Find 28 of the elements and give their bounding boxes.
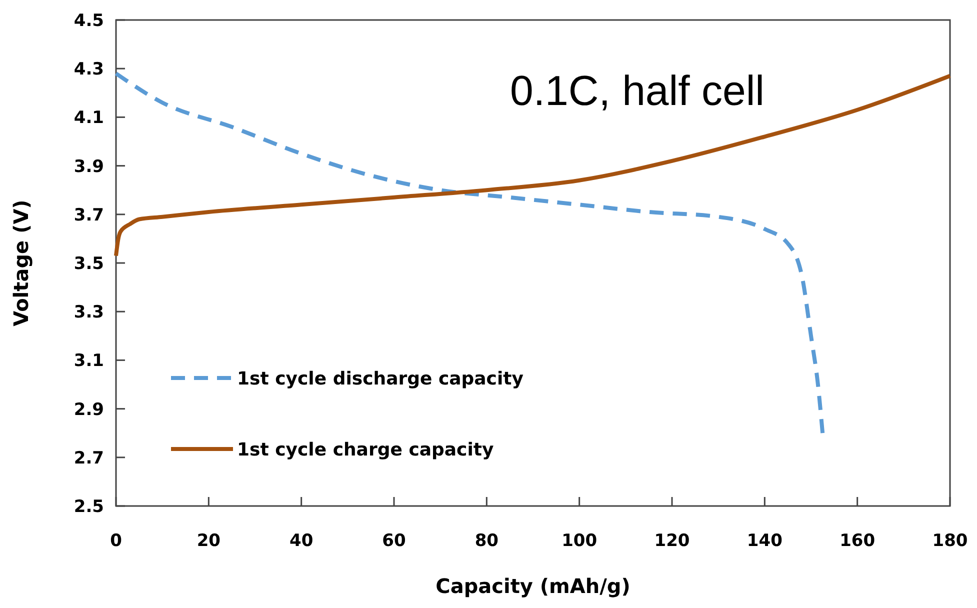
x-tick-label: 0 [110,531,122,551]
y-tick-label: 2.7 [74,448,104,468]
legend-label: 1st cycle discharge capacity [237,368,524,390]
x-tick-label: 60 [382,531,406,551]
annotation: 0.1C, half cell [510,67,764,114]
y-tick-label: 3.5 [74,254,104,274]
y-tick-label: 2.5 [74,496,104,517]
x-tick-label: 20 [196,531,221,551]
line-series [114,74,952,258]
y-tick-label: 2.9 [74,400,104,420]
legend-label: 1st cycle charge capacity [237,439,494,460]
y-tick-label: 3.1 [74,351,104,372]
y-axis-title: Voltage (V) [9,200,33,326]
line-series [114,71,825,436]
x-tick-label: 140 [746,531,783,551]
x-tick-label: 160 [840,531,876,551]
x-tick-label: 100 [562,531,598,551]
y-tick-label: 4.1 [74,108,104,128]
x-axis-title: Capacity (mAh/g) [436,574,630,598]
y-tick-label: 3.3 [74,302,104,323]
y-tick-label: 3.7 [74,205,104,226]
y-tick-label: 3.9 [74,156,104,177]
x-tick-label: 80 [474,531,499,551]
x-tick-label: 40 [289,531,314,551]
y-tick-label: 4.3 [74,60,104,80]
x-tick-label: 180 [932,531,968,551]
y-tick-label: 4.5 [74,10,104,31]
x-tick-label: 120 [654,531,690,551]
